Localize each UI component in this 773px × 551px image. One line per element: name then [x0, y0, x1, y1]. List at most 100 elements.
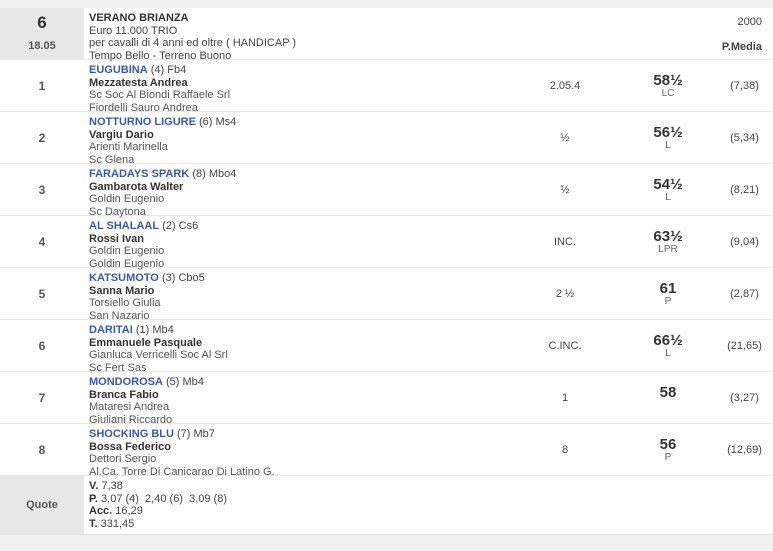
quote-line-label: Acc. [89, 505, 113, 517]
race-title: VERANO BRIANZA [89, 12, 189, 24]
distance-gap-cell: 2.05.4 [510, 60, 620, 111]
trainer-name: Goldin Eugenio [89, 257, 165, 270]
result-row: 8 SHOCKING BLU (7) Mb7 Bossa Federico De… [0, 424, 773, 478]
jockey-name: Vargiu Dario [89, 128, 154, 141]
race-distance: 2000 [737, 16, 762, 28]
race-prize: Euro 11.000 TRIO [89, 24, 178, 37]
quote-line-label: V. [89, 480, 99, 492]
finish-position-cell: 8 [0, 424, 84, 475]
odds-cell: (3,27) [716, 372, 773, 423]
trainer-name: Fiordelli Sauro Andrea [89, 101, 198, 114]
horse-link[interactable]: SHOCKING BLU [89, 428, 174, 440]
weight-value: 63½ [653, 227, 683, 245]
odds-value: (9,04) [730, 235, 759, 248]
trainer-name: Giuliani Riccardo [89, 413, 173, 426]
result-row: 5 KATSUMOTO (3) Cbo5 Sanna Mario Torsiel… [0, 268, 773, 322]
race-number-box: 6 18.05 [0, 8, 84, 59]
distance-gap-cell: 8 [510, 424, 620, 475]
owner-name: Goldin Eugenio [89, 245, 165, 257]
finish-position-cell: 7 [0, 372, 84, 423]
distance-gap: ½ [560, 183, 570, 196]
weight-code: L [665, 191, 671, 203]
finish-position: 7 [38, 390, 46, 405]
horse-link[interactable]: NOTTURNO LIGURE [89, 116, 196, 128]
distance-gap-cell: INC. [510, 216, 620, 267]
odds-value: (3,27) [730, 391, 759, 404]
race-number: 6 [37, 13, 47, 32]
quote-line-value: 331,45 [97, 517, 135, 530]
horse-info: (2) Cs6 [162, 220, 199, 232]
weight-code: L [665, 139, 671, 151]
race-details: VERANO BRIANZA Euro 11.000 TRIO per cava… [84, 8, 510, 62]
finish-position: 4 [38, 234, 46, 249]
owner-name: Mataresi Andrea [89, 401, 170, 413]
jockey-name: Mezzatesta Andrea [89, 76, 188, 89]
horse-line: EUGUBINA (4) Fb4 [89, 64, 510, 77]
distance-gap: 2.05.4 [549, 79, 581, 92]
jockey-name: Bossa Federico [89, 440, 171, 453]
horse-line: FARADAYS SPARK (8) Mbo4 [89, 168, 510, 181]
horse-link[interactable]: FARADAYS SPARK [89, 168, 190, 180]
quote-line: P. 3,07 (4) 2,40 (6) 3,09 (8) [89, 493, 773, 506]
owner-name: Goldin Eugenio [89, 193, 165, 205]
horse-link[interactable]: EUGUBINA [89, 64, 148, 76]
weight-cell: 56 P [620, 424, 716, 475]
distance-gap-cell: 1 [510, 372, 620, 423]
horse-details-cell: SHOCKING BLU (7) Mb7 Bossa Federico Dett… [84, 424, 510, 478]
finish-position: 5 [38, 286, 46, 301]
horse-link[interactable]: MONDOROSA [89, 376, 163, 388]
quote-line-label: P. [89, 492, 98, 505]
horse-link[interactable]: KATSUMOTO [89, 272, 159, 284]
finish-position-cell: 5 [0, 268, 84, 319]
weight-code: L [665, 347, 671, 359]
result-row: 4 AL SHALAAL (2) Cs6 Rossi Ivan Goldin E… [0, 216, 773, 270]
distance-gap: ½ [560, 131, 570, 144]
finish-position-cell: 3 [0, 164, 84, 215]
weight-value: 54½ [653, 175, 683, 193]
quote-line-value: 3,07 (4) 2,40 (6) 3,09 (8) [97, 492, 227, 505]
distance-gap-cell: ½ [510, 164, 620, 215]
distance-gap: INC. [554, 235, 576, 248]
quote-label: Quote [26, 499, 58, 511]
odds-cell: (8,21) [716, 164, 773, 215]
race-header: 6 18.05 VERANO BRIANZA Euro 11.000 TRIO … [0, 8, 773, 62]
trainer-name: Sc Fert Sas [89, 361, 147, 374]
odds-value: (2,87) [730, 287, 759, 300]
weight-cell: 58½ LC [620, 60, 716, 111]
quote-line: V. 7,38 [89, 480, 773, 493]
jockey-name: Rossi Ivan [89, 232, 145, 245]
horse-line: NOTTURNO LIGURE (6) Ms4 [89, 116, 510, 129]
weight-cell: 61 P [620, 268, 716, 319]
owner-name: Dettori Sergio [89, 453, 157, 465]
jockey-name: Branca Fabio [89, 388, 159, 401]
owner-name: Arienti Marinella [89, 141, 168, 153]
weight-value: 61 [659, 279, 677, 297]
horse-link[interactable]: AL SHALAAL [89, 220, 160, 232]
owner-name: Gianluca Verricelli Soc Al Srl [89, 349, 228, 361]
quote-line-label: T. [89, 517, 98, 530]
distance-gap: 1 [561, 391, 569, 404]
horse-details-cell: AL SHALAAL (2) Cs6 Rossi Ivan Goldin Eug… [84, 216, 510, 270]
horse-link[interactable]: DARITAI [89, 324, 133, 336]
race-header-right: 2000 P.Media [510, 8, 773, 59]
distance-gap-cell: ½ [510, 112, 620, 163]
weight-cell: 56½ L [620, 112, 716, 163]
odds-value: (12,69) [727, 443, 762, 456]
horse-info: (7) Mb7 [177, 428, 215, 440]
finish-position: 3 [38, 182, 46, 197]
quote-label-box: Quote [0, 476, 84, 534]
race-time: 18.05 [28, 40, 56, 52]
horse-line: MONDOROSA (5) Mb4 [89, 376, 510, 389]
result-row: 6 DARITAI (1) Mb4 Emmanuele Pasquale Gia… [0, 320, 773, 374]
quote-section: Quote V. 7,38 P. 3,07 (4) 2,40 (6) 3,09 … [0, 476, 773, 534]
finish-position: 2 [38, 130, 46, 145]
race-results-table: 6 18.05 VERANO BRIANZA Euro 11.000 TRIO … [0, 8, 773, 535]
trainer-name: Sc Glena [89, 153, 135, 166]
odds-value: (8,21) [730, 183, 759, 196]
odds-value: (21,65) [727, 339, 762, 352]
weight-value: 66½ [653, 331, 683, 349]
finish-position-cell: 1 [0, 60, 84, 111]
horse-details-cell: KATSUMOTO (3) Cbo5 Sanna Mario Torsiello… [84, 268, 510, 322]
result-row: 2 NOTTURNO LIGURE (6) Ms4 Vargiu Dario A… [0, 112, 773, 166]
result-row: 7 MONDOROSA (5) Mb4 Branca Fabio Matares… [0, 372, 773, 426]
